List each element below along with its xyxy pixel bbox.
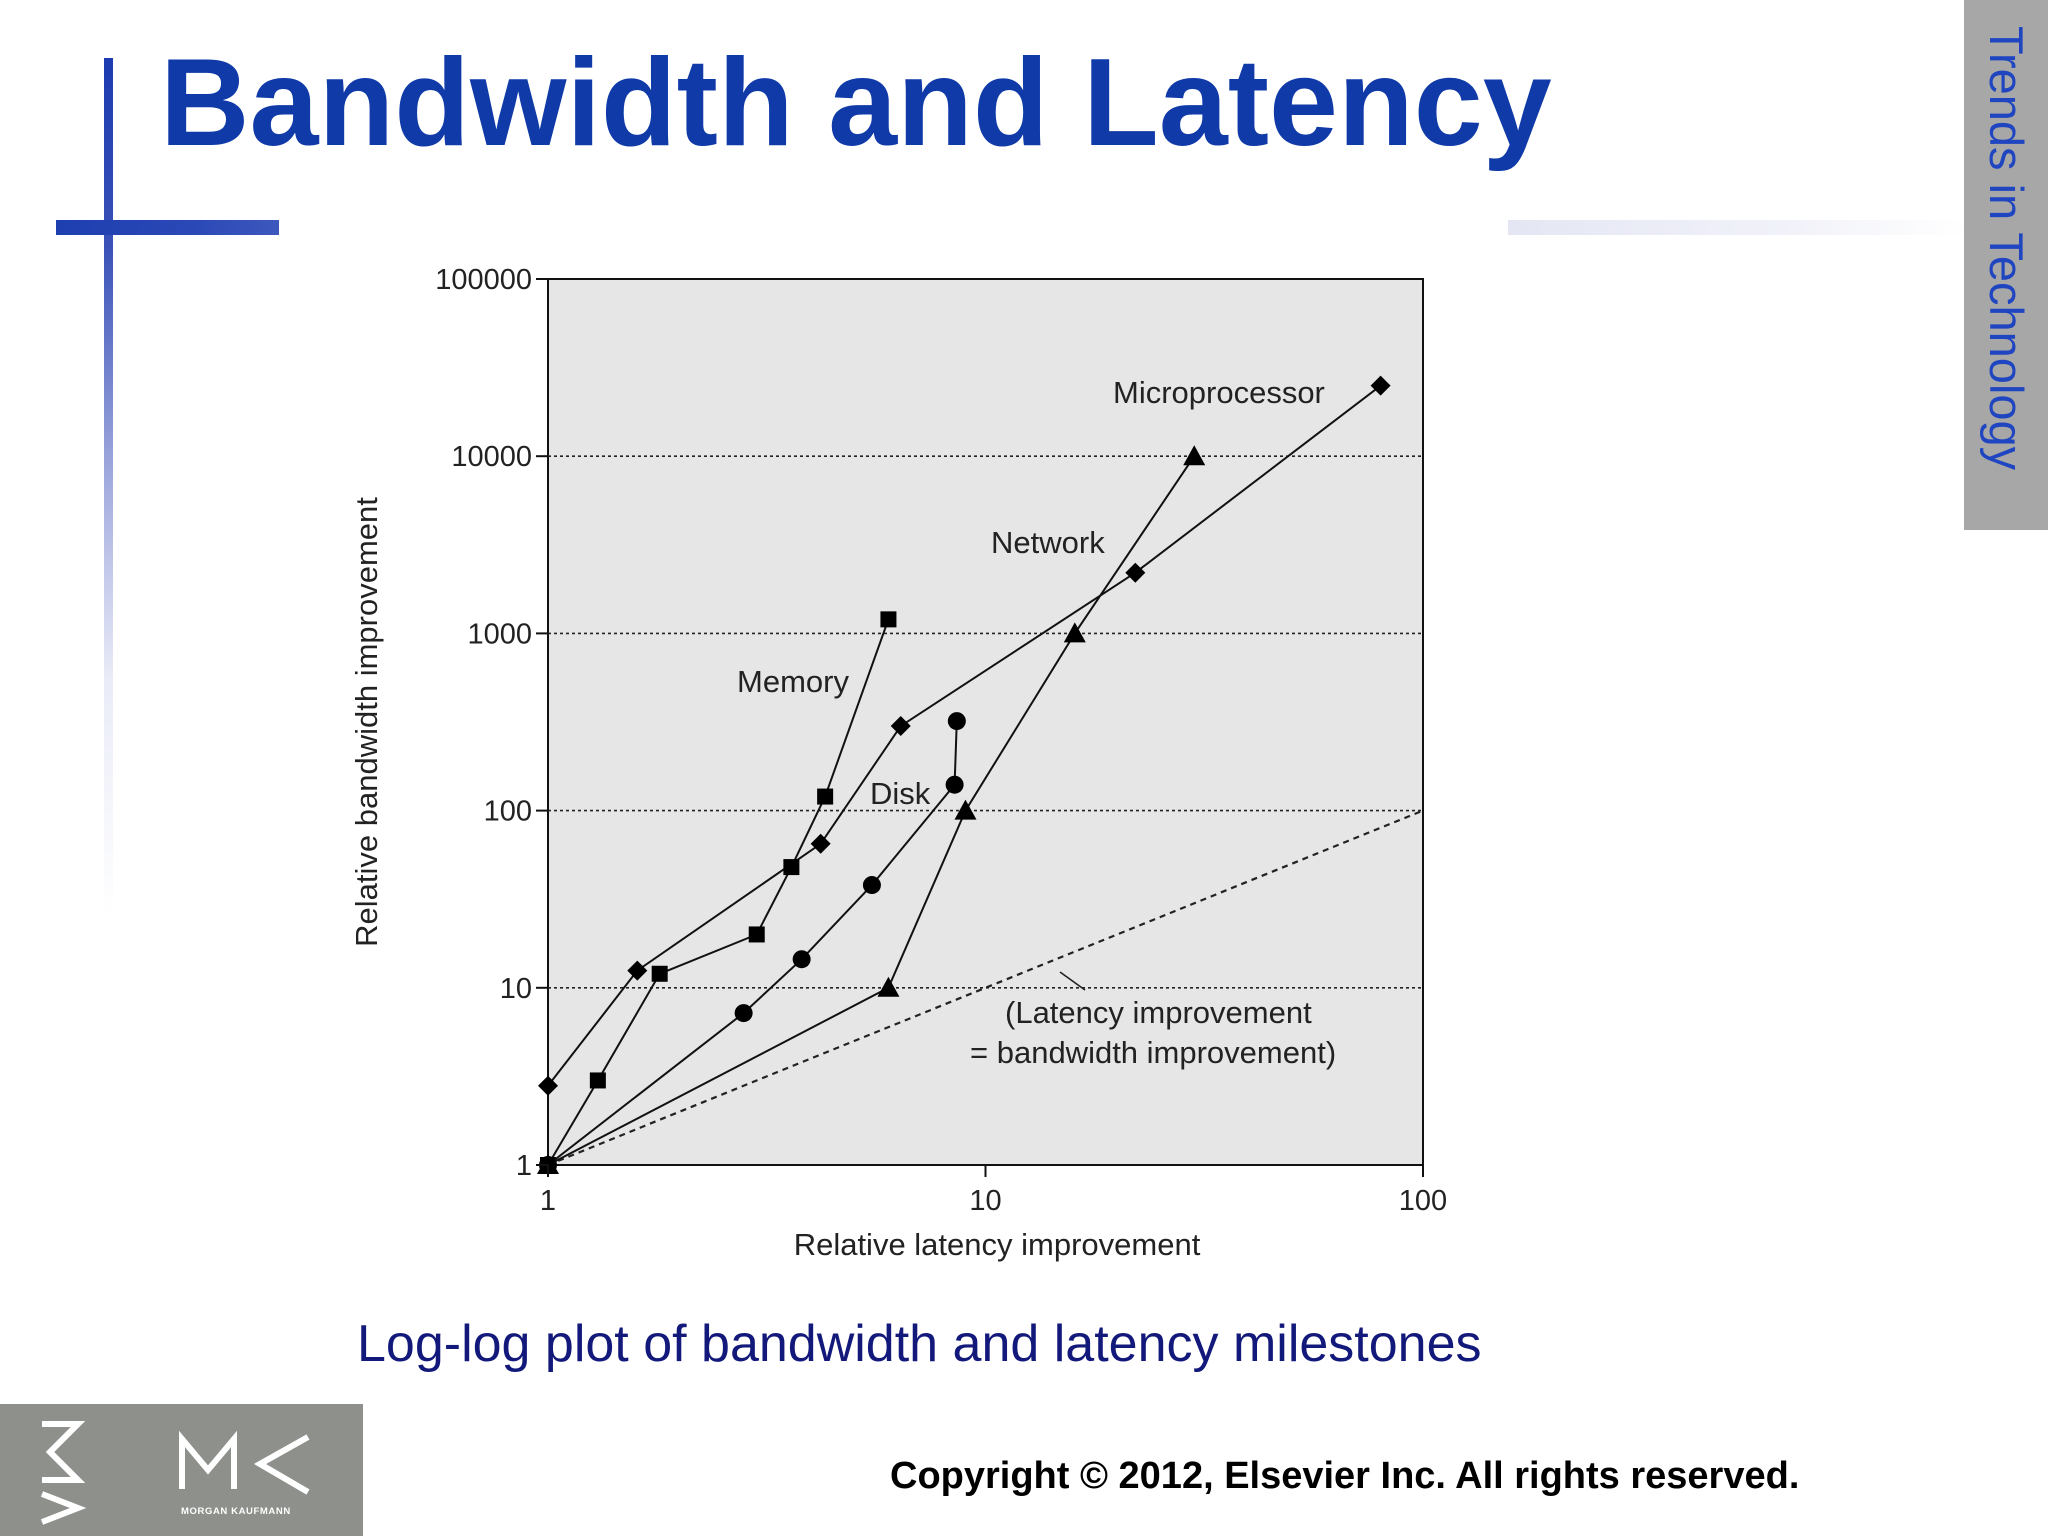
plot-area (547, 278, 1424, 1166)
data-point-microprocessor (954, 799, 977, 820)
data-point-disk (792, 950, 811, 969)
x-tick-label: 1 (540, 1185, 556, 1217)
data-point-network (890, 716, 911, 737)
reference-line-label-1: (Latency improvement (1005, 995, 1312, 1030)
y-tick-label: 1000 (467, 618, 532, 650)
data-point-memory (651, 965, 668, 982)
data-point-memory (817, 788, 834, 805)
series-label-microprocessor: Microprocessor (1113, 375, 1325, 410)
accent-horizontal-fade (1508, 220, 1968, 235)
y-tick-label: 100000 (435, 264, 532, 296)
data-point-network (627, 960, 648, 981)
section-tab-label: Trends in Technology (1980, 26, 2033, 471)
accent-vertical-line (104, 58, 113, 918)
data-point-network (1370, 375, 1391, 396)
logo-rotated-m (42, 1421, 86, 1483)
annotation-leader (1059, 971, 1086, 991)
grid (548, 455, 1423, 989)
data-point-memory (880, 611, 897, 628)
data-point-disk (862, 876, 881, 895)
publisher-logo: MK MORGAN KAUFMANN (0, 1404, 363, 1536)
data-point-microprocessor (1183, 445, 1206, 466)
data-point-microprocessor (877, 976, 900, 997)
series-label-network: Network (991, 525, 1105, 560)
accent-horizontal-bar (56, 220, 279, 235)
data-point-memory (783, 859, 800, 876)
y-axis-title: Relative bandwidth improvement (349, 497, 384, 947)
data-point-disk (734, 1004, 753, 1023)
y-tick-label: 10 (500, 973, 532, 1005)
x-tick-label: 100 (1399, 1185, 1447, 1217)
series-group (537, 375, 1391, 1174)
logo-m-mark (179, 1430, 237, 1489)
equality-line (547, 809, 1424, 1167)
data-point-microprocessor (1063, 622, 1086, 643)
series-line-network (547, 384, 1382, 1087)
data-point-disk (945, 775, 964, 794)
series-line-disk (547, 721, 958, 1166)
copyright-notice: Copyright © 2012, Elsevier Inc. All righ… (890, 1455, 1800, 1497)
series-label-memory: Memory (737, 664, 849, 699)
data-point-disk (947, 712, 966, 731)
slide-caption: Log-log plot of bandwidth and latency mi… (357, 1315, 1482, 1373)
y-tick-label: 100 (484, 796, 532, 828)
y-tick-label: 10000 (451, 441, 532, 473)
chart: 1 10 100 1000 10000 100000 1 10 100 Microprocess… (349, 264, 1447, 1262)
mk-logo-icon: MK MORGAN KAUFMANN (40, 1421, 310, 1525)
logo-subtext: MORGAN KAUFMANN (181, 1506, 291, 1517)
axes: 1 10 100 1000 10000 100000 1 10 100 (435, 264, 1447, 1217)
data-point-memory (748, 926, 765, 943)
slide-title: Bandwidth and Latency (160, 34, 1552, 172)
reference-line-label-2: = bandwidth improvement) (970, 1035, 1336, 1070)
section-tab: Trends in Technology (1964, 0, 2048, 530)
data-point-network (810, 833, 831, 854)
reference-line (547, 809, 1424, 1167)
logo-rotated-k (40, 1491, 87, 1525)
x-tick-label: 10 (969, 1185, 1001, 1217)
x-axis-title: Relative latency improvement (794, 1227, 1201, 1262)
data-point-memory (589, 1072, 606, 1089)
y-tick-label: 1 (516, 1150, 532, 1182)
series-label-disk: Disk (870, 776, 931, 811)
data-point-network (1125, 562, 1146, 583)
data-point-network (538, 1075, 558, 1096)
logo-k-mark (253, 1434, 310, 1495)
